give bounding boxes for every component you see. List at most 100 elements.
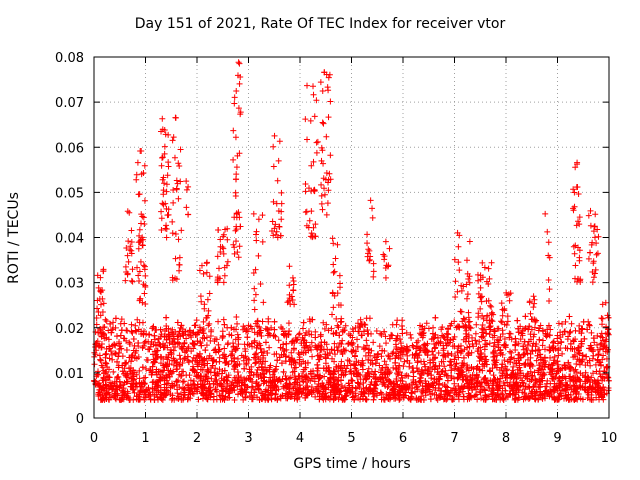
data-point	[590, 274, 597, 281]
data-point	[338, 318, 345, 325]
data-point	[516, 364, 523, 371]
data-point	[277, 344, 284, 351]
data-point	[588, 241, 595, 248]
data-point	[290, 345, 297, 352]
data-point	[99, 330, 106, 337]
data-point	[255, 386, 262, 393]
data-point	[416, 352, 423, 359]
data-point	[224, 258, 231, 265]
data-point	[288, 339, 295, 346]
data-point	[577, 378, 584, 385]
data-point	[221, 321, 228, 328]
data-point	[586, 357, 593, 364]
data-point	[501, 357, 508, 364]
data-point	[262, 386, 269, 393]
data-point	[145, 391, 152, 398]
data-point	[333, 315, 340, 322]
data-point	[106, 346, 113, 353]
data-point	[504, 292, 511, 299]
data-point	[372, 374, 379, 381]
data-point	[136, 277, 143, 284]
data-point	[382, 238, 389, 245]
data-point	[554, 332, 561, 339]
data-point	[141, 197, 148, 204]
data-point	[271, 225, 278, 232]
data-point	[541, 363, 548, 370]
data-point	[586, 322, 593, 329]
data-point	[442, 353, 449, 360]
data-point	[289, 274, 296, 281]
data-point	[149, 325, 156, 332]
data-point	[481, 346, 488, 353]
data-point	[124, 378, 131, 385]
data-point	[325, 74, 332, 81]
data-point	[233, 164, 240, 171]
data-point	[572, 262, 579, 269]
data-point	[513, 373, 520, 380]
data-point	[515, 325, 522, 332]
data-point	[407, 396, 414, 403]
data-point	[597, 341, 604, 348]
data-point	[176, 254, 183, 261]
data-point	[129, 278, 136, 285]
data-point	[370, 268, 377, 275]
data-point	[392, 359, 399, 366]
data-point	[173, 378, 180, 385]
data-point	[573, 360, 580, 367]
data-point	[283, 384, 290, 391]
data-point	[220, 279, 227, 286]
data-point	[465, 349, 472, 356]
data-point	[436, 371, 443, 378]
data-point	[591, 234, 598, 241]
data-point	[132, 322, 139, 329]
data-point	[546, 347, 553, 354]
data-point	[397, 355, 404, 362]
data-point	[314, 361, 321, 368]
data-point	[180, 368, 187, 375]
data-point	[395, 364, 402, 371]
data-point	[504, 313, 511, 320]
data-point	[418, 393, 425, 400]
data-point	[210, 396, 217, 403]
data-point	[363, 337, 370, 344]
data-point	[128, 358, 135, 365]
data-point	[128, 247, 135, 254]
data-point	[126, 339, 133, 346]
data-point	[555, 361, 562, 368]
data-point	[457, 347, 464, 354]
data-point	[109, 356, 116, 363]
x-tick-label: 6	[399, 431, 407, 446]
data-point	[468, 381, 475, 388]
data-point	[326, 170, 333, 177]
y-tick-label: 0.08	[55, 51, 84, 66]
data-point	[573, 184, 580, 191]
data-point	[118, 345, 125, 352]
data-point	[295, 331, 302, 338]
data-point	[295, 350, 302, 357]
data-point	[203, 342, 210, 349]
data-point	[267, 332, 274, 339]
data-point	[463, 335, 470, 342]
data-point	[362, 396, 369, 403]
data-point	[172, 231, 179, 238]
data-point	[590, 258, 597, 265]
data-point	[272, 366, 279, 373]
data-point	[125, 238, 132, 245]
data-point	[603, 364, 610, 371]
data-point	[103, 350, 110, 357]
data-point	[441, 395, 448, 402]
data-point	[583, 353, 590, 360]
data-point	[477, 272, 484, 279]
data-point	[93, 314, 100, 321]
data-point	[234, 331, 241, 338]
data-point	[215, 341, 222, 348]
data-point	[456, 267, 463, 274]
data-point	[575, 191, 582, 198]
data-point	[163, 234, 170, 241]
data-point	[328, 346, 335, 353]
data-point	[267, 374, 274, 381]
data-point	[531, 296, 538, 303]
data-point	[206, 290, 213, 297]
data-point	[135, 245, 142, 252]
data-point	[136, 367, 143, 374]
